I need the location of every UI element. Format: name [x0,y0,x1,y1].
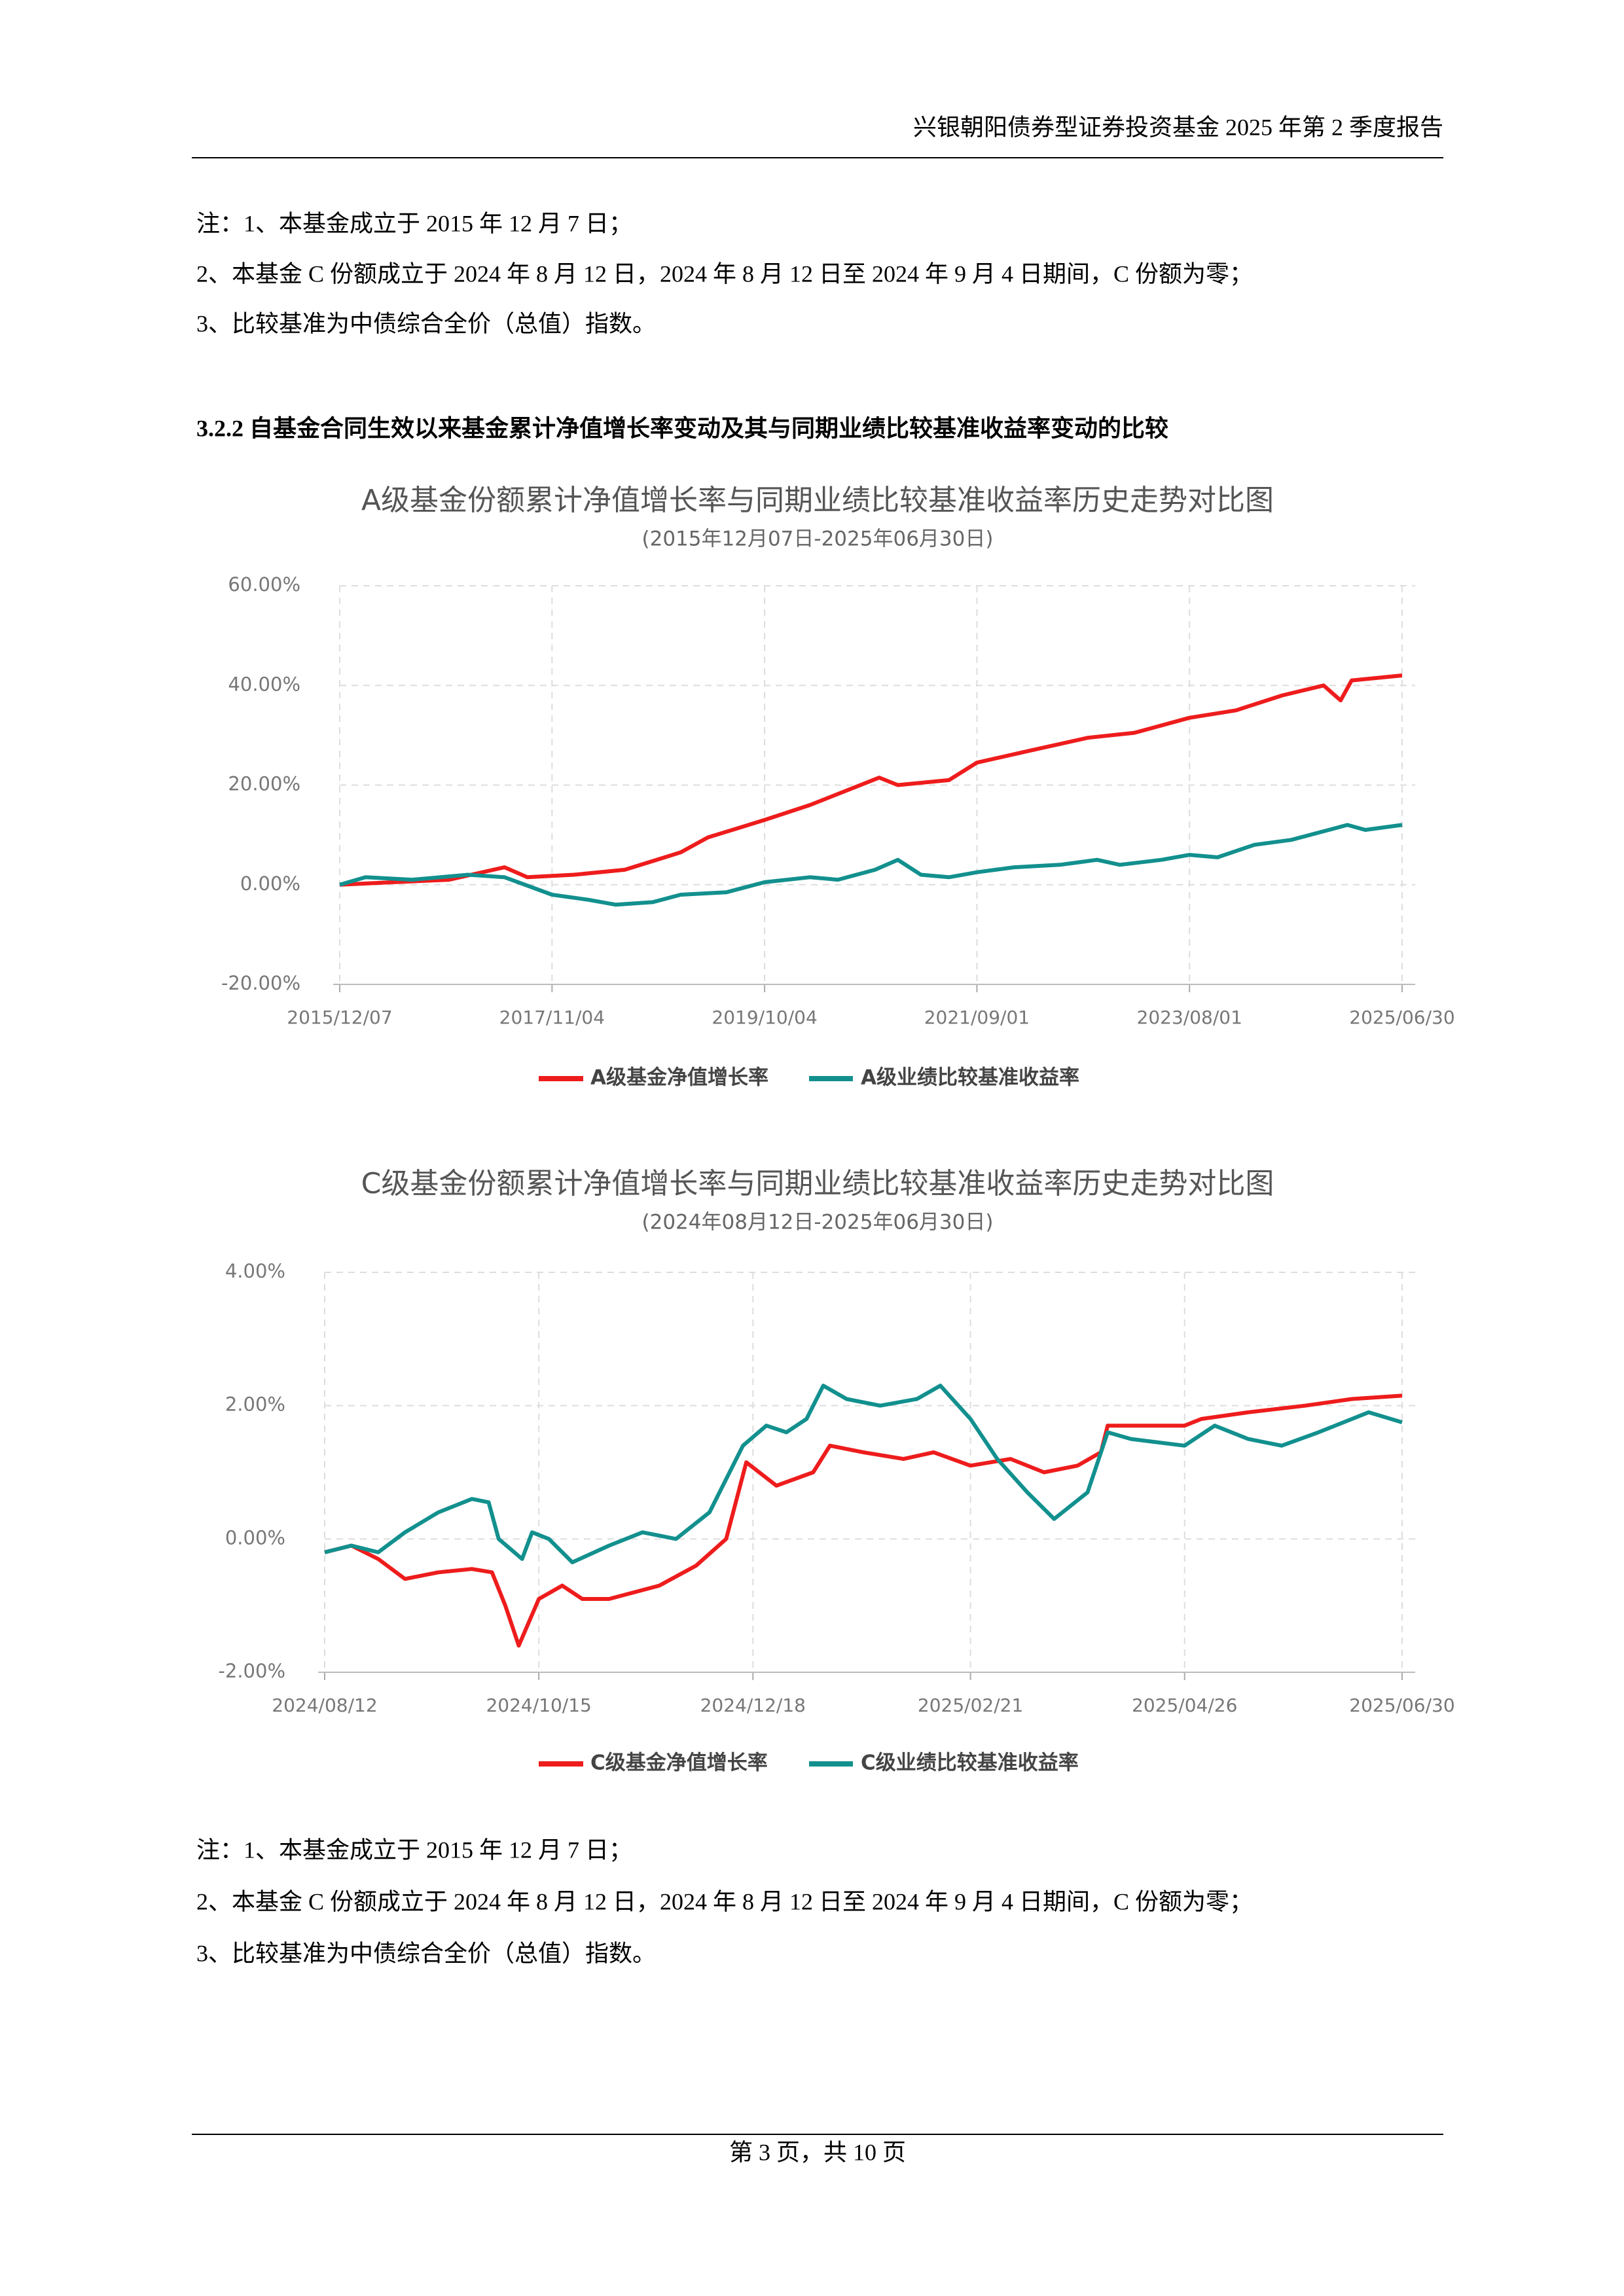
note: 注：1、本基金成立于 2015 年 12 月 7 日； [196,1837,632,1863]
x-tick-label: 2017/11/04 [499,1007,605,1028]
x-tick-label: 2023/08/01 [1137,1007,1242,1028]
series-line [324,1393,1403,1648]
y-tick-label: 0.00% [225,1526,285,1549]
note: 3、比较基准为中债综合全价（总值）指数。 [196,310,656,336]
section-title: 3.2.2 自基金合同生效以来基金累计净值增长率变动及其与同期业绩比较基准收益率… [196,414,1168,441]
x-tick-label: 2024/12/18 [700,1695,806,1716]
y-tick-label: 2.00% [225,1393,285,1416]
x-tick-label: 2019/10/04 [712,1007,817,1028]
x-tick-label: 2015/12/07 [287,1007,392,1028]
note: 注：1、本基金成立于 2015 年 12 月 7 日； [196,210,632,236]
chart-subtitle: (2015年12月07日-2025年06月30日) [642,528,994,551]
chart-title: A级基金份额累计净值增长率与同期业绩比较基准收益率历史走势对比图 [361,484,1274,517]
chart-subtitle: (2024年08月12日-2025年06月30日) [642,1211,994,1234]
x-tick-label: 2025/06/30 [1349,1007,1454,1028]
footer-page: 第 3 页，共 10 页 [729,2139,906,2165]
series-line [339,673,1403,887]
y-tick-label: 20.00% [228,773,300,795]
y-tick-label: 0.00% [240,872,300,895]
header-title: 兴银朝阳债券型证券投资基金 2025 年第 2 季度报告 [913,114,1443,140]
legend-label: C级业绩比较基准收益率 [861,1751,1079,1775]
chart-title: C级基金份额累计净值增长率与同期业绩比较基准收益率历史走势对比图 [361,1167,1274,1200]
x-tick-label: 2024/10/15 [486,1695,591,1716]
y-tick-label: -2.00% [218,1660,285,1682]
x-tick-label: 2025/02/21 [918,1695,1023,1716]
y-tick-label: 60.00% [228,573,300,596]
x-tick-label: 2021/09/01 [924,1007,1030,1028]
note: 3、比较基准为中债综合全价（总值）指数。 [196,1940,656,1966]
x-tick-label: 2025/04/26 [1132,1695,1237,1716]
legend-label: A级基金净值增长率 [590,1066,768,1090]
x-tick-label: 2024/08/12 [272,1695,377,1716]
y-tick-label: 40.00% [228,673,300,695]
legend-label: C级基金净值增长率 [590,1751,768,1775]
legend-label: A级业绩比较基准收益率 [861,1066,1079,1090]
y-tick-label: -20.00% [221,972,300,994]
y-tick-label: 4.00% [225,1260,285,1282]
note: 2、本基金 C 份额成立于 2024 年 8 月 12 日，2024 年 8 月… [196,260,1253,287]
x-tick-label: 2025/06/30 [1349,1695,1454,1716]
series-line [339,823,1403,907]
note: 2、本基金 C 份额成立于 2024 年 8 月 12 日，2024 年 8 月… [196,1888,1253,1914]
series-line [324,1384,1403,1564]
